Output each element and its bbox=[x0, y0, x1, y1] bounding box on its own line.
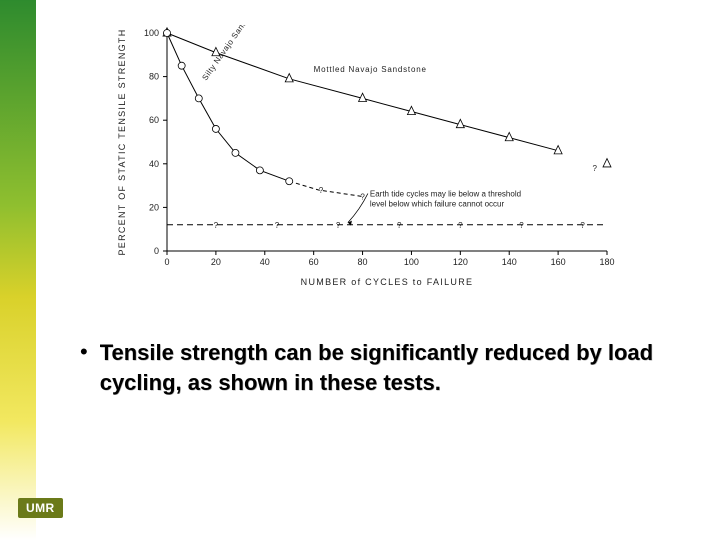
svg-text:?: ? bbox=[519, 221, 524, 230]
svg-text:100: 100 bbox=[144, 28, 159, 38]
svg-text:?: ? bbox=[580, 221, 585, 230]
svg-text:40: 40 bbox=[149, 159, 159, 169]
bullet-item: • Tensile strength can be significantly … bbox=[80, 338, 670, 398]
svg-text:PERCENT OF STATIC TENSILE STRE: PERCENT OF STATIC TENSILE STRENGTH bbox=[117, 28, 127, 255]
svg-text:60: 60 bbox=[149, 115, 159, 125]
svg-text:NUMBER of CYCLES to FAILURE: NUMBER of CYCLES to FAILURE bbox=[301, 277, 474, 287]
svg-text:?: ? bbox=[458, 221, 463, 230]
svg-text:Mottled Navajo Sandstone: Mottled Navajo Sandstone bbox=[314, 65, 427, 74]
svg-text:?: ? bbox=[397, 221, 402, 230]
bullet-text: Tensile strength can be significantly re… bbox=[100, 338, 670, 398]
svg-text:?: ? bbox=[336, 221, 341, 230]
fatigue-chart: 0 20 40 60 80 100 0 20 40 60 80 100 120 140 160 180 NUMB… bbox=[105, 25, 635, 305]
svg-text:20: 20 bbox=[211, 257, 221, 267]
svg-text:120: 120 bbox=[453, 257, 468, 267]
svg-text:40: 40 bbox=[260, 257, 270, 267]
fatigue-chart-svg: 0 20 40 60 80 100 0 20 40 60 80 100 120 140 160 180 NUMB… bbox=[105, 25, 635, 305]
svg-text:?: ? bbox=[275, 221, 280, 230]
svg-text:level below which failure cann: level below which failure cannot occur bbox=[370, 200, 505, 209]
svg-text:Silty Navajo Sandstone: Silty Navajo Sandstone bbox=[200, 25, 261, 82]
svg-text:20: 20 bbox=[149, 202, 159, 212]
svg-text:140: 140 bbox=[502, 257, 517, 267]
svg-text:180: 180 bbox=[599, 257, 614, 267]
umr-logo: UMR bbox=[18, 498, 63, 518]
svg-text:0: 0 bbox=[154, 246, 159, 256]
svg-text:60: 60 bbox=[309, 257, 319, 267]
svg-text:100: 100 bbox=[404, 257, 419, 267]
svg-text:?: ? bbox=[593, 164, 598, 173]
bullet-marker: • bbox=[80, 338, 88, 366]
svg-text:0: 0 bbox=[164, 257, 169, 267]
svg-text:Earth tide cycles may lie belo: Earth tide cycles may lie below a thresh… bbox=[370, 190, 521, 199]
left-accent-stripe bbox=[0, 0, 36, 540]
svg-text:?: ? bbox=[214, 221, 219, 230]
svg-text:80: 80 bbox=[149, 72, 159, 82]
svg-text:80: 80 bbox=[358, 257, 368, 267]
svg-text:?: ? bbox=[319, 186, 324, 195]
bullet-area: • Tensile strength can be significantly … bbox=[80, 338, 670, 398]
slide-root: 0 20 40 60 80 100 0 20 40 60 80 100 120 140 160 180 NUMB… bbox=[0, 0, 720, 540]
svg-text:160: 160 bbox=[551, 257, 566, 267]
